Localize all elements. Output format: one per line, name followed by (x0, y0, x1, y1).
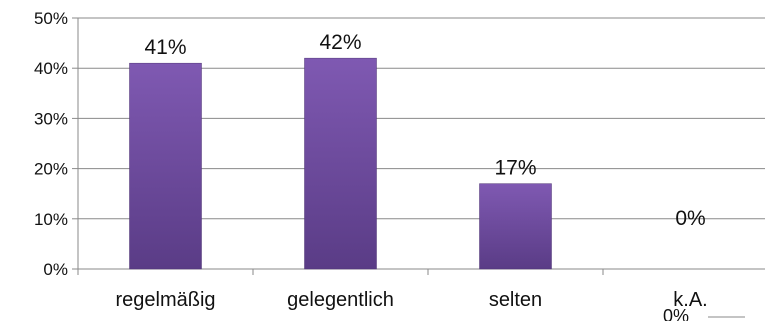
y-tick-label: 10% (34, 210, 68, 229)
y-tick-label: 40% (34, 59, 68, 78)
stray-data-label: 0% (663, 306, 689, 321)
y-tick-label: 30% (34, 109, 68, 128)
bar (304, 57, 377, 270)
category-label: regelmäßig (115, 289, 215, 311)
y-tick-label: 50% (34, 9, 68, 28)
bar (479, 183, 552, 270)
y-tick-label: 20% (34, 160, 68, 179)
data-label: 41% (144, 36, 186, 59)
bar (129, 62, 202, 270)
data-label: 42% (319, 31, 361, 54)
data-label: 17% (494, 157, 536, 180)
category-label: selten (489, 289, 542, 311)
category-label: gelegentlich (287, 289, 394, 311)
bars (129, 57, 552, 270)
labels: 0% 10% 20% 30% 40% 50% 41% regelmäßig 42% gelegen… (34, 9, 708, 311)
category-label: k.A. (673, 289, 707, 311)
data-label: 0% (675, 207, 705, 230)
y-tick-label: 0% (43, 260, 68, 279)
